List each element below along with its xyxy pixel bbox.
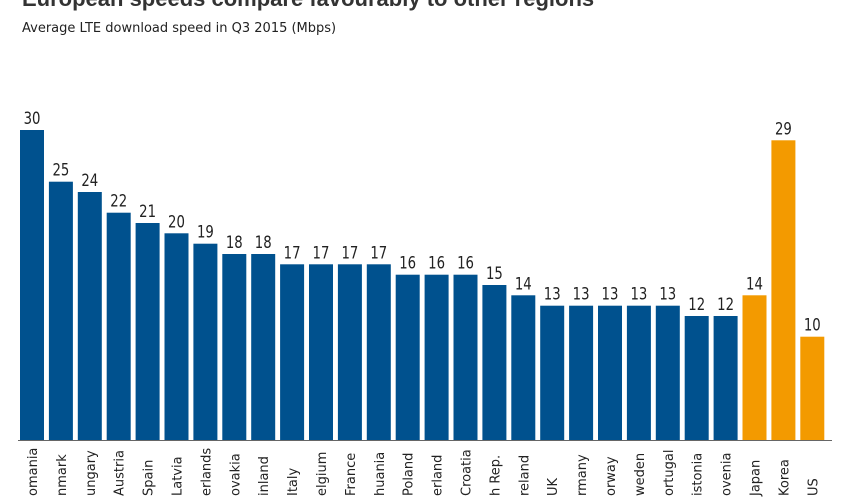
data-label-18: 13 [544, 284, 561, 304]
bar-26 [771, 140, 796, 441]
data-label-23: 12 [688, 294, 705, 314]
tick-label-1: nmark [55, 454, 70, 496]
tick-label-24: ovenia [720, 453, 735, 496]
data-label-27: 10 [804, 315, 821, 335]
tick-label-0: omania [26, 448, 41, 496]
bar-18 [540, 305, 565, 440]
data-label-19: 13 [573, 284, 590, 304]
data-label-8: 18 [255, 232, 272, 252]
tick-label-14: erland [431, 455, 446, 496]
bar-8 [251, 254, 276, 440]
data-label-2: 24 [81, 170, 98, 190]
tick-label-5: Latvia [171, 456, 186, 496]
tick-label-11: France [344, 453, 359, 496]
tick-label-26: Korea [777, 459, 792, 496]
bar-22 [655, 305, 680, 440]
data-label-21: 13 [630, 284, 647, 304]
tick-label-22: ortugal [662, 450, 677, 496]
data-label-24: 12 [717, 294, 734, 314]
data-label-10: 17 [313, 243, 330, 263]
tick-label-27: US [806, 478, 821, 496]
bar-0 [20, 130, 44, 440]
bar-5 [164, 233, 189, 440]
bar-9 [280, 264, 305, 440]
bar-16 [482, 285, 507, 440]
bar-12 [366, 264, 391, 440]
chart-title: European speeds compare favourably to ot… [22, 0, 594, 12]
data-label-9: 17 [284, 243, 301, 263]
bar-6 [193, 243, 218, 440]
tick-label-2: ungary [84, 450, 99, 496]
tick-label-21: weden [633, 453, 648, 496]
tick-label-20: orway [604, 456, 619, 496]
bar-25 [742, 295, 767, 440]
chart-subtitle: Average LTE download speed in Q3 2015 (M… [22, 21, 337, 36]
bar-1 [48, 181, 73, 440]
bar-11 [337, 264, 362, 440]
tick-label-6: erlands [199, 448, 214, 496]
bar-27 [800, 336, 825, 440]
bar-14 [424, 274, 449, 440]
bar-24 [713, 316, 738, 440]
data-label-1: 25 [52, 160, 69, 180]
data-label-5: 20 [168, 212, 185, 232]
tick-label-13: Poland [402, 453, 417, 496]
data-label-6: 19 [197, 222, 214, 242]
data-label-25: 14 [746, 274, 763, 294]
tick-label-10: elgium [315, 452, 330, 496]
bar-23 [684, 316, 709, 440]
tick-label-23: istonia [691, 453, 706, 496]
bar-17 [511, 295, 536, 440]
data-label-3: 22 [110, 191, 127, 211]
data-label-16: 15 [486, 263, 503, 283]
bar-21 [626, 305, 651, 440]
tick-label-4: Spain [142, 460, 157, 496]
bar-15 [453, 274, 478, 440]
data-label-14: 16 [428, 253, 445, 273]
bar-2 [77, 192, 102, 440]
tick-label-15: Croatia [460, 449, 475, 496]
data-label-15: 16 [457, 253, 474, 273]
data-label-11: 17 [341, 243, 358, 263]
data-label-22: 13 [659, 284, 676, 304]
bar-7 [222, 254, 247, 440]
tick-label-9: Italy [286, 467, 301, 496]
bar-13 [395, 274, 420, 440]
tick-label-3: Austria [113, 450, 128, 496]
tick-label-25: Japan [749, 460, 764, 497]
tick-label-7: ovakia [228, 453, 243, 496]
bar-10 [309, 264, 333, 440]
data-label-0: 30 [24, 108, 41, 128]
data-label-26: 29 [775, 119, 792, 139]
tick-label-17: reland [517, 455, 532, 496]
tick-label-12: huania [373, 452, 388, 496]
bar-3 [106, 212, 131, 440]
data-label-7: 18 [226, 232, 243, 252]
tick-label-19: rmany [575, 454, 590, 496]
tick-label-16: h Rep. [488, 455, 503, 496]
data-label-4: 21 [139, 201, 156, 221]
tick-label-8: inland [257, 456, 272, 496]
data-label-12: 17 [370, 243, 387, 263]
bar-20 [598, 305, 622, 440]
data-label-13: 16 [399, 253, 416, 273]
bar-4 [135, 223, 160, 440]
tick-label-18: UK [546, 477, 561, 496]
data-label-17: 14 [515, 274, 532, 294]
data-label-20: 13 [602, 284, 619, 304]
bar-19 [569, 305, 594, 440]
